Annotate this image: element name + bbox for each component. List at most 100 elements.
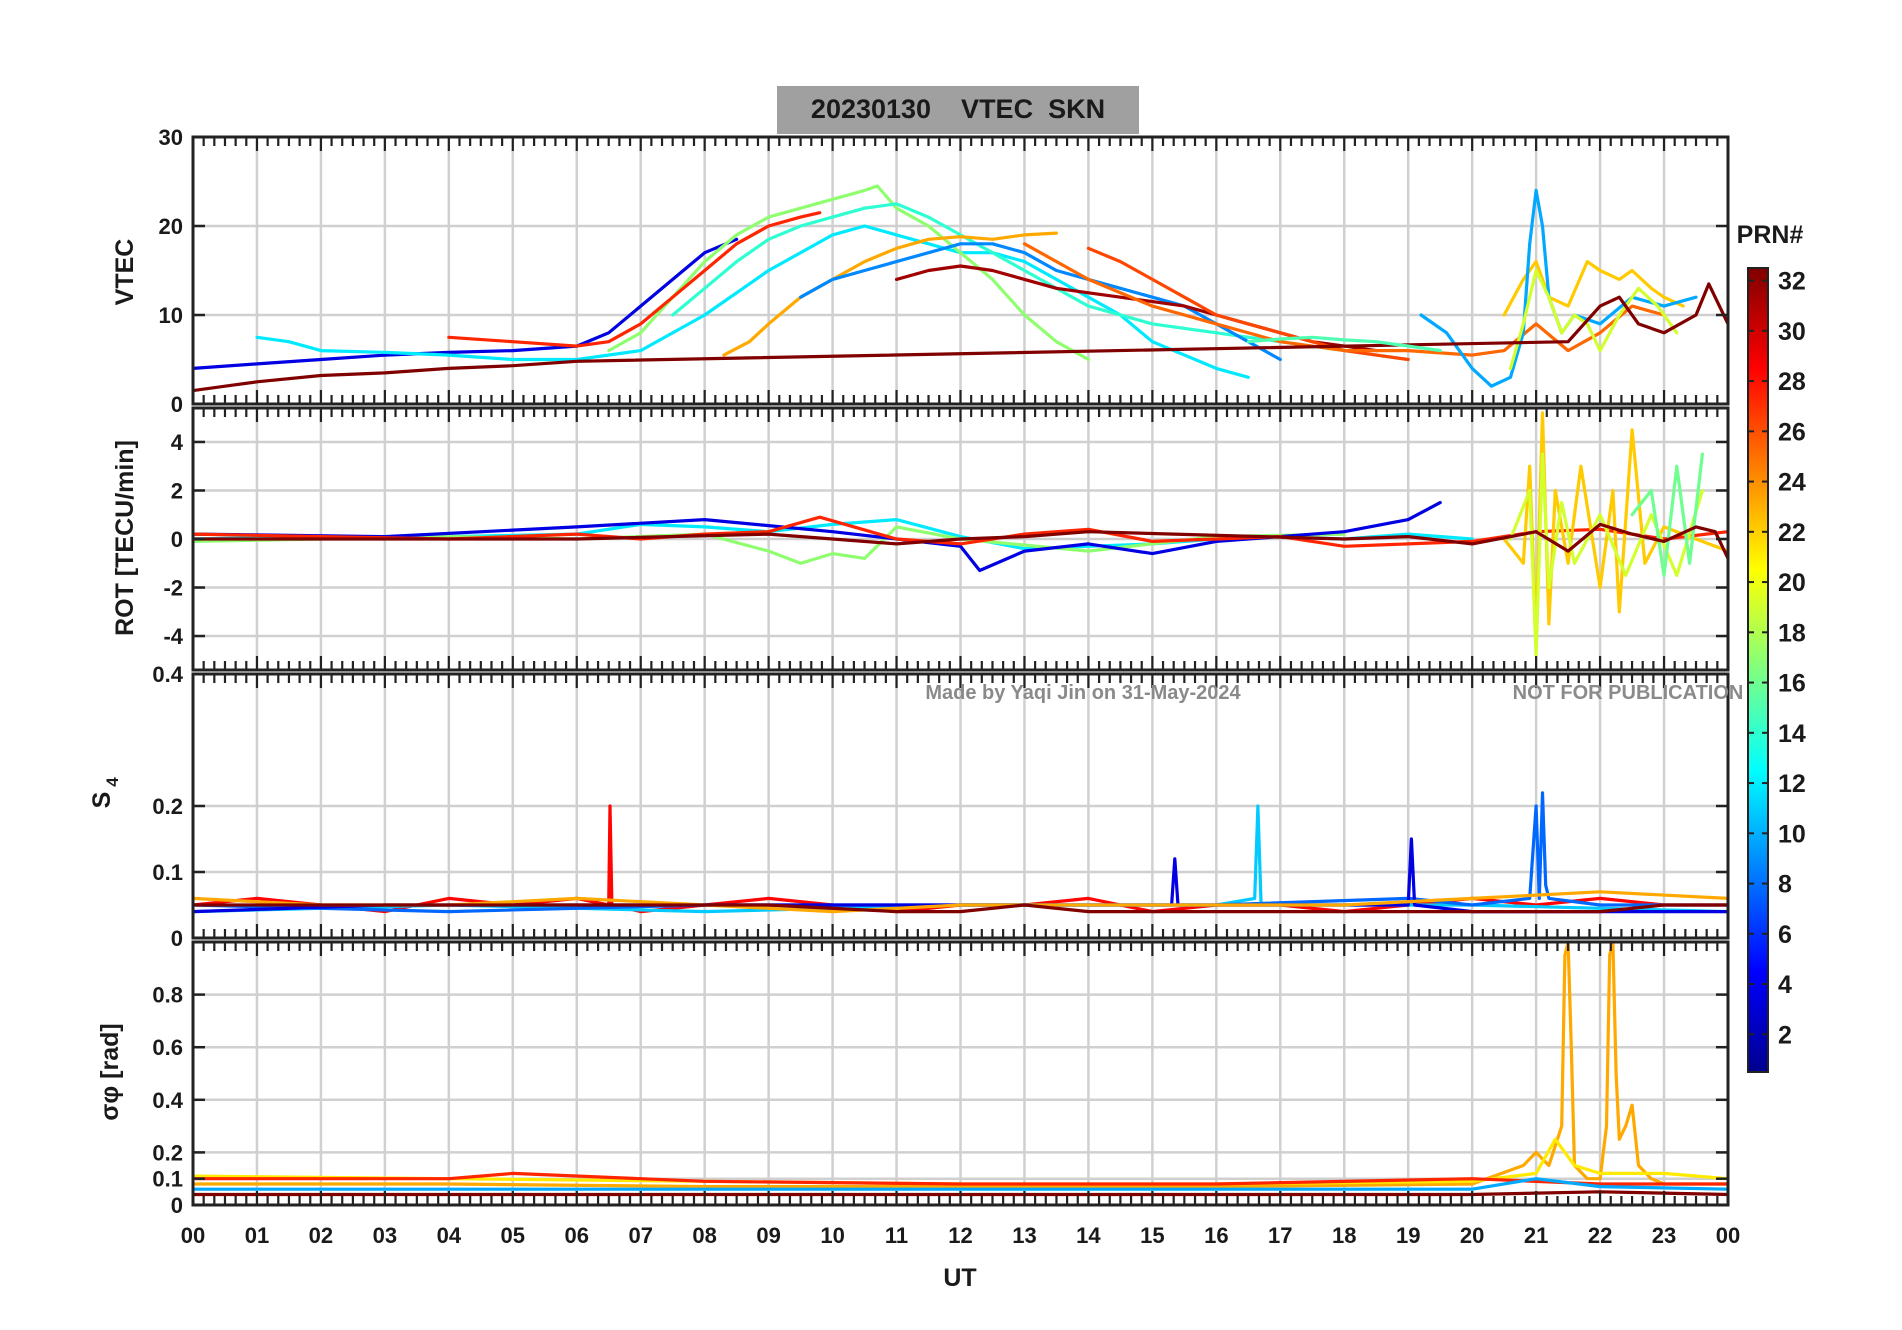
s4-ylabel: S 4 (88, 777, 122, 809)
colorbar-tick-label: 28 (1778, 368, 1806, 396)
y-tick-label: 0.1 (152, 1167, 183, 1192)
series-group (193, 791, 1728, 914)
x-tick-label: 13 (1012, 1223, 1036, 1248)
watermark-author: Made by Yaqi Jin on 31-May-2024 (925, 682, 1241, 704)
x-tick-labels: 00 01 02 03 04 05 06 07 08 09 10 11 12 13 14 15 16 17 18 19… (181, 1223, 1740, 1248)
grid-lines (193, 942, 1728, 1205)
x-tick-label: 12 (948, 1223, 972, 1248)
series-line-prn-23 (722, 231, 1059, 357)
series-group (193, 184, 1728, 393)
grid-lines (193, 137, 1728, 404)
svg-text:S: S (88, 792, 116, 809)
y-tick-label: 4 (171, 430, 184, 455)
y-tick-label: 0.2 (152, 794, 183, 819)
series-line-prn-22 (1502, 260, 1685, 317)
y-tick-label: 0 (171, 392, 183, 417)
x-tick-label: 15 (1140, 1223, 1164, 1248)
colorbar-tick-label: 12 (1778, 770, 1806, 798)
series-line-prn-10 (1419, 188, 1698, 388)
series-line-prn-19 (1508, 268, 1679, 370)
x-tick-label: 21 (1524, 1223, 1548, 1248)
series-line-prn-27 (447, 211, 822, 348)
x-tick-label: 11 (885, 1223, 908, 1248)
x-tick-label: 10 (820, 1223, 844, 1248)
colorbar-tick-label: 10 (1778, 820, 1806, 848)
colorbar-tick-label: 14 (1778, 720, 1806, 748)
x-tick-label: 00 (181, 1223, 205, 1248)
series-line-prn-32 (193, 522, 1728, 561)
colorbar-tick-label: 4 (1778, 971, 1792, 999)
y-tick-label: 0.2 (152, 1140, 183, 1165)
x-tick-label: 14 (1076, 1223, 1101, 1248)
series-line-prn-25 (1022, 242, 1666, 357)
x-tick-label: 22 (1588, 1223, 1612, 1248)
x-tick-label: 09 (756, 1223, 780, 1248)
y-tick-label: -4 (163, 624, 183, 649)
x-tick-label: 20 (1460, 1223, 1484, 1248)
colorbar-tick-label: 26 (1778, 418, 1806, 446)
y-tick-label: 0.4 (152, 1088, 183, 1113)
series-line-prn-32 (193, 282, 1728, 393)
colorbar-tick-label: 2 (1778, 1021, 1792, 1049)
x-ticks (191, 942, 1730, 1205)
y-tick-label: 0.6 (152, 1035, 183, 1060)
x-tick-label: 19 (1396, 1223, 1420, 1248)
colorbar-tick-label: 24 (1778, 469, 1806, 497)
x-tick-label: 04 (437, 1223, 462, 1248)
series-line-prn-10 (193, 1177, 1728, 1191)
series-line-prn-15 (1246, 335, 1442, 353)
rot-panel: -4 -2 0 2 4 (163, 406, 1730, 672)
series-line-prn-9 (798, 242, 1282, 362)
colorbar-tick-label: 30 (1778, 318, 1806, 346)
y-tick-label: 0.4 (152, 662, 183, 687)
series-line-prn-12 (255, 224, 1250, 379)
x-tick-label: 23 (1652, 1223, 1676, 1248)
title-text: 20230130 VTEC SKN (811, 94, 1105, 124)
x-tick-label: 00 (1716, 1223, 1740, 1248)
vtec-ylabel: VTEC (111, 239, 139, 306)
x-tick-label: 18 (1332, 1223, 1356, 1248)
figure-title: 20230130 VTEC SKN (777, 86, 1139, 134)
title-background (777, 86, 1139, 134)
x-tick-label: 08 (692, 1223, 716, 1248)
y-tick-label: 30 (159, 125, 183, 150)
x-tick-label: 17 (1268, 1223, 1292, 1248)
x-axis-label: UT (943, 1264, 976, 1292)
y-tick-label: 20 (159, 214, 183, 239)
y-tick-label: 0.8 (152, 983, 183, 1008)
series-line-prn-4 (193, 237, 739, 370)
colorbar-tick-label: 8 (1778, 871, 1792, 899)
x-tick-label: 03 (373, 1223, 397, 1248)
x-tick-label: 02 (309, 1223, 333, 1248)
colorbar-gradient (1747, 267, 1769, 1073)
x-tick-label: 01 (245, 1223, 269, 1248)
colorbar-tick-label: 20 (1778, 569, 1806, 597)
colorbar-label: PRN# (1737, 221, 1804, 249)
x-tick-label: 05 (501, 1223, 525, 1248)
s4-panel: 0 0.1 0.2 0.4 (152, 662, 1730, 951)
y-tick-label: 0 (171, 926, 183, 951)
x-ticks (191, 137, 1730, 404)
y-tick-label: -2 (163, 576, 183, 601)
sigma-phi-ylabel: σφ [rad] (96, 1023, 124, 1121)
colorbar-tick-label: 18 (1778, 619, 1806, 647)
x-tick-label: 07 (628, 1223, 652, 1248)
series-line-prn-16 (1630, 452, 1705, 578)
vtec-panel: 0 10 20 30 (159, 125, 1730, 417)
series-group (193, 411, 1728, 658)
sigma-phi-panel: 00.10.2 0.4 0.6 0.8 (152, 940, 1730, 1218)
y-tick-label: 0 (171, 527, 183, 552)
x-tick-label: 06 (565, 1223, 589, 1248)
colorbar-tick-label: 16 (1778, 670, 1806, 698)
y-tick-label: 0.1 (152, 860, 183, 885)
colorbar-tick-label: 32 (1778, 268, 1806, 296)
colorbar-tick-label: 6 (1778, 921, 1792, 949)
x-ticks (191, 674, 1730, 938)
colorbar-tick-label: 22 (1778, 519, 1806, 547)
y-tick-label: 10 (159, 303, 183, 328)
y-tick-label: 0 (171, 1193, 183, 1218)
series-line-prn-4 (193, 501, 1442, 573)
